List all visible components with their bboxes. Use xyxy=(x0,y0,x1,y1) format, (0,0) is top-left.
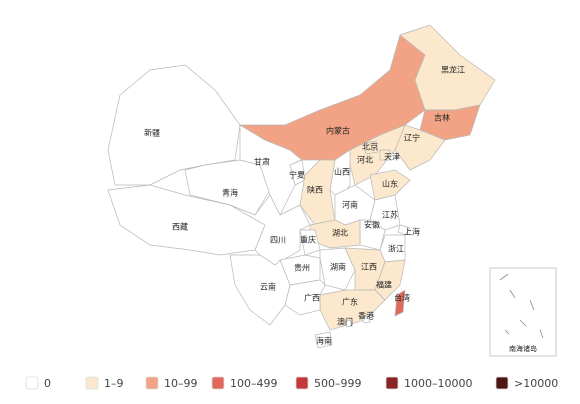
legend-swatch xyxy=(495,376,509,390)
province-label: 上海 xyxy=(404,227,420,237)
province-label: 福建 xyxy=(376,280,392,290)
legend-swatch xyxy=(295,376,309,390)
province-label: 宁夏 xyxy=(289,170,305,180)
inset-label: 南海诸岛 xyxy=(509,344,537,353)
province-layer xyxy=(107,24,496,349)
legend-label: 1000–10000 xyxy=(404,377,473,390)
province xyxy=(319,289,386,331)
province-label: 江苏 xyxy=(382,210,398,220)
province-label: 新疆 xyxy=(144,128,160,138)
inset-islands xyxy=(499,273,544,339)
legend-swatch xyxy=(145,376,159,390)
province xyxy=(107,64,241,186)
province xyxy=(299,159,336,226)
province xyxy=(363,140,379,155)
province-label: 湖北 xyxy=(332,229,348,238)
province-label: 香港 xyxy=(358,311,374,321)
province-label: 广东 xyxy=(342,297,358,307)
province-label: 西藏 xyxy=(172,222,188,232)
province-label: 北京 xyxy=(362,142,378,152)
legend-swatch xyxy=(211,376,225,390)
province-label: 安徽 xyxy=(364,220,380,230)
province-label: 吉林 xyxy=(434,113,450,123)
province-label: 四川 xyxy=(270,236,286,245)
province-label: 湖南 xyxy=(330,262,346,272)
province-label: 澳门 xyxy=(337,317,353,327)
province xyxy=(229,254,291,326)
province xyxy=(361,315,371,324)
legend-swatch xyxy=(385,376,399,390)
province-label: 广西 xyxy=(304,293,320,303)
province-label: 河北 xyxy=(357,155,373,165)
province-label: 江西 xyxy=(361,263,377,272)
legend-label: 500–999 xyxy=(314,377,362,390)
province-label: 辽宁 xyxy=(404,133,420,143)
province xyxy=(369,169,411,201)
province-label: 黑龙江 xyxy=(441,65,465,75)
province-label: 贵州 xyxy=(294,263,310,273)
province-label: 云南 xyxy=(260,282,276,292)
legend-swatch xyxy=(25,376,39,390)
province-label: 浙江 xyxy=(388,244,404,254)
province-label: 海南 xyxy=(316,336,332,346)
legend-label: 10–99 xyxy=(164,377,198,390)
legend-swatch xyxy=(85,376,99,390)
province-label: 山西 xyxy=(334,167,350,177)
legend-label: 1–9 xyxy=(104,377,124,390)
province xyxy=(379,149,391,161)
legend-label: >10000 xyxy=(514,377,558,390)
legend-label: 100–499 xyxy=(230,377,278,390)
province xyxy=(314,331,333,349)
province xyxy=(349,124,406,186)
province xyxy=(394,289,406,317)
province-label: 青海 xyxy=(222,188,238,198)
province-label: 陕西 xyxy=(307,185,323,195)
province-label: 甘肃 xyxy=(254,157,270,167)
province xyxy=(284,279,326,316)
legend-label: 0 xyxy=(44,377,51,390)
province-label: 重庆 xyxy=(300,235,316,245)
province-label: 天津 xyxy=(384,152,400,162)
legend: 0 1–9 10–99 100–499 500–999 1000–10000 >10000 xyxy=(25,376,558,390)
province xyxy=(344,319,353,328)
province-label: 内蒙古 xyxy=(326,126,350,136)
province-label: 台湾 xyxy=(394,293,410,303)
province xyxy=(369,194,401,231)
province-label: 山东 xyxy=(382,179,398,189)
inset-frame xyxy=(489,267,557,357)
province-label: 河南 xyxy=(342,200,358,210)
